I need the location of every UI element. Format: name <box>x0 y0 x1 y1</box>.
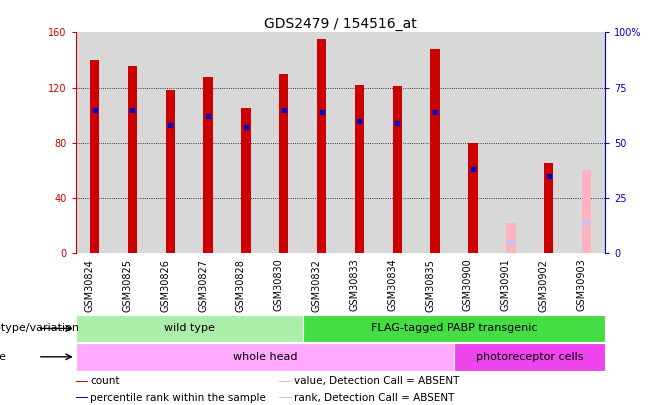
Bar <box>317 39 326 253</box>
Text: GSM30826: GSM30826 <box>161 259 170 311</box>
Text: GSM30902: GSM30902 <box>539 259 549 311</box>
Bar <box>492 32 530 253</box>
Bar <box>582 171 591 253</box>
Text: value, Detection Call = ABSENT: value, Detection Call = ABSENT <box>293 376 459 386</box>
Bar <box>303 32 341 253</box>
Bar <box>114 32 151 253</box>
Text: rank, Detection Call = ABSENT: rank, Detection Call = ABSENT <box>293 393 454 403</box>
Text: whole head: whole head <box>232 352 297 362</box>
Text: percentile rank within the sample: percentile rank within the sample <box>90 393 266 403</box>
Bar <box>76 381 88 382</box>
Bar <box>506 223 515 253</box>
Bar <box>544 164 553 253</box>
Text: GSM30827: GSM30827 <box>198 259 208 312</box>
Text: GSM30835: GSM30835 <box>425 259 435 311</box>
Bar <box>468 143 478 253</box>
Bar <box>190 32 227 253</box>
Bar <box>454 343 605 371</box>
Bar <box>530 32 568 253</box>
Bar <box>151 32 190 253</box>
Bar <box>279 74 288 253</box>
Bar <box>417 32 454 253</box>
Text: photoreceptor cells: photoreceptor cells <box>476 352 584 362</box>
Text: GSM30900: GSM30900 <box>463 259 473 311</box>
Bar <box>265 32 303 253</box>
Bar <box>280 397 291 398</box>
Text: GSM30833: GSM30833 <box>349 259 359 311</box>
Text: GSM30828: GSM30828 <box>236 259 246 311</box>
Bar <box>76 32 113 253</box>
Bar <box>76 315 303 342</box>
Bar <box>166 90 175 253</box>
Bar <box>90 60 99 253</box>
Text: GSM30901: GSM30901 <box>501 259 511 311</box>
Text: genotype/variation: genotype/variation <box>0 324 80 333</box>
Bar <box>378 32 416 253</box>
Bar <box>567 32 605 253</box>
Text: GSM30832: GSM30832 <box>312 259 322 311</box>
Text: GSM30834: GSM30834 <box>388 259 397 311</box>
Bar <box>203 77 213 253</box>
Bar <box>303 315 605 342</box>
Bar <box>76 397 88 398</box>
Bar <box>128 66 137 253</box>
Bar <box>430 49 440 253</box>
Text: GSM30903: GSM30903 <box>576 259 586 311</box>
Title: GDS2479 / 154516_at: GDS2479 / 154516_at <box>264 17 417 31</box>
Text: FLAG-tagged PABP transgenic: FLAG-tagged PABP transgenic <box>370 324 538 333</box>
Text: GSM30824: GSM30824 <box>85 259 95 311</box>
Text: count: count <box>90 376 120 386</box>
Text: tissue: tissue <box>0 352 7 362</box>
Bar <box>241 108 251 253</box>
Bar <box>280 381 291 382</box>
Text: GSM30830: GSM30830 <box>274 259 284 311</box>
Text: GSM30825: GSM30825 <box>122 259 132 312</box>
Bar <box>227 32 265 253</box>
Text: wild type: wild type <box>164 324 215 333</box>
Bar <box>355 85 364 253</box>
Bar <box>76 343 454 371</box>
Bar <box>341 32 378 253</box>
Bar <box>393 86 402 253</box>
Bar <box>454 32 492 253</box>
